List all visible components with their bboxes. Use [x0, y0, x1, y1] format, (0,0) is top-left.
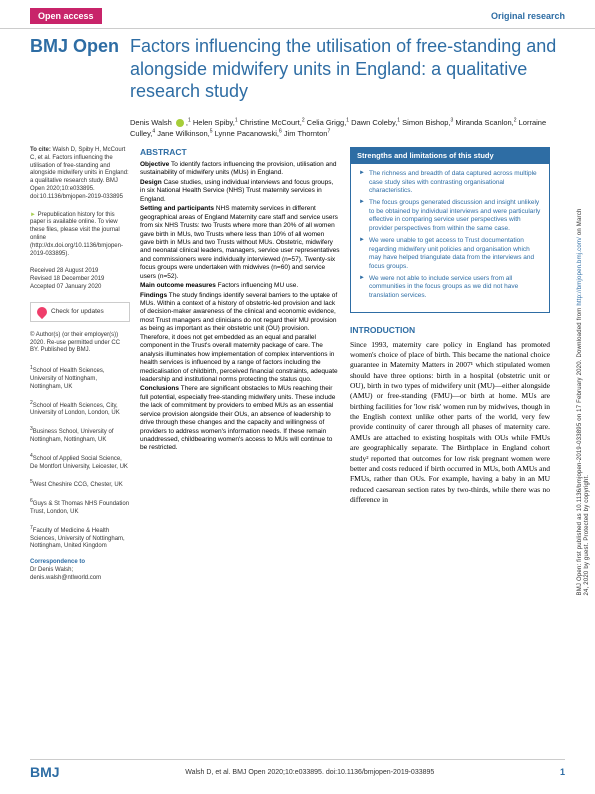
prepub-block: ► Prepublication history for this paper …: [30, 212, 130, 259]
abstract-text: NHS maternity services in different geog…: [140, 205, 339, 280]
affiliation: 2School of Health Sciences, City, Univer…: [30, 400, 130, 419]
affiliation: 1School of Health Sciences, University o…: [30, 365, 130, 391]
pin-icon: [35, 305, 49, 319]
abstract-label: Main outcome measures: [140, 282, 216, 289]
correspondence-block: Correspondence to Dr Denis Walsh; denis.…: [30, 559, 130, 582]
abstract-text: Factors influencing MU use.: [216, 282, 298, 289]
abstract-section: Objective To identify factors influencin…: [140, 161, 340, 178]
check-updates-button[interactable]: Check for updates: [30, 302, 130, 322]
abstract-section: Main outcome measures Factors influencin…: [140, 282, 340, 290]
abstract-text: Case studies, using individual interview…: [140, 179, 333, 203]
abstract-label: Conclusions: [140, 385, 179, 392]
strengths-title: Strengths and limitations of this study: [351, 148, 549, 164]
affiliation: 4School of Applied Social Science, De Mo…: [30, 453, 130, 472]
abstract-section: Design Case studies, using individual in…: [140, 179, 340, 204]
abstract-text: To identify factors influencing the prov…: [140, 161, 336, 176]
abstract-text: There are significant obstacles to MUs r…: [140, 385, 335, 451]
date-accepted: Accepted 07 January 2020: [30, 284, 130, 292]
abstract-heading: ABSTRACT: [140, 147, 340, 158]
abstract-label: Objective: [140, 161, 169, 168]
date-received: Received 28 August 2019: [30, 268, 130, 276]
page-number: 1: [560, 767, 565, 777]
bmj-logo: BMJ: [30, 764, 60, 780]
correspondence-text: Dr Denis Walsh; denis.walsh@ntlworld.com: [30, 567, 130, 583]
citation-block: To cite: Walsh D, Spiby H, McCourt C, et…: [30, 147, 130, 202]
cite-label: To cite:: [30, 147, 51, 153]
affiliation: 3Business School, University of Nottingh…: [30, 426, 130, 445]
strengths-item: The richness and breadth of data capture…: [359, 170, 541, 195]
dates-block: Received 28 August 2019 Revised 18 Decem…: [30, 268, 130, 291]
license-text: © Author(s) (or their employer(s)) 2020.…: [30, 332, 130, 355]
abstract-section: Setting and participants NHS maternity s…: [140, 205, 340, 281]
cite-text: Walsh D, Spiby H, McCourt C, et al. Fact…: [30, 147, 129, 200]
arrow-icon: ►: [30, 212, 36, 218]
prepub-text: Prepublication history for this paper is…: [30, 212, 123, 257]
strengths-item: We were unable to get access to Trust do…: [359, 237, 541, 271]
updates-label: Check for updates: [51, 308, 104, 316]
introduction-text: Since 1993, maternity care policy in Eng…: [350, 340, 550, 506]
article-type: Original research: [491, 11, 565, 21]
abstract-section: Conclusions There are significant obstac…: [140, 385, 340, 453]
introduction-heading: INTRODUCTION: [350, 325, 550, 336]
affiliation: 5West Cheshire CCG, Chester, UK: [30, 479, 130, 490]
open-access-badge: Open access: [30, 8, 102, 24]
abstract-label: Design: [140, 179, 162, 186]
affiliation: 7Faculty of Medicine & Health Sciences, …: [30, 525, 130, 551]
footer-citation: Walsh D, et al. BMJ Open 2020;10:e033895…: [185, 769, 434, 776]
correspondence-label: Correspondence to: [30, 559, 130, 567]
abstract-label: Findings: [140, 292, 167, 299]
abstract-section: Findings The study findings identify sev…: [140, 292, 340, 385]
date-revised: Revised 18 December 2019: [30, 276, 130, 284]
strengths-item: We were not able to include service user…: [359, 275, 541, 300]
abstract-text: The study findings identify several barr…: [140, 292, 338, 383]
affiliation: 6Guys & St Thomas NHS Foundation Trust, …: [30, 498, 130, 517]
abstract-label: Setting and participants: [140, 205, 214, 212]
strengths-item: The focus groups generated discussion an…: [359, 199, 541, 233]
authors: Denis Walsh ,1 Helen Spiby,1 Christine M…: [0, 111, 595, 148]
strengths-box: Strengths and limitations of this study …: [350, 147, 550, 313]
journal-name: BMJ Open: [30, 35, 130, 55]
side-download-text: BMJ Open: first published as 10.1136/bmj…: [577, 199, 591, 596]
article-title: Factors influencing the utilisation of f…: [130, 35, 565, 103]
